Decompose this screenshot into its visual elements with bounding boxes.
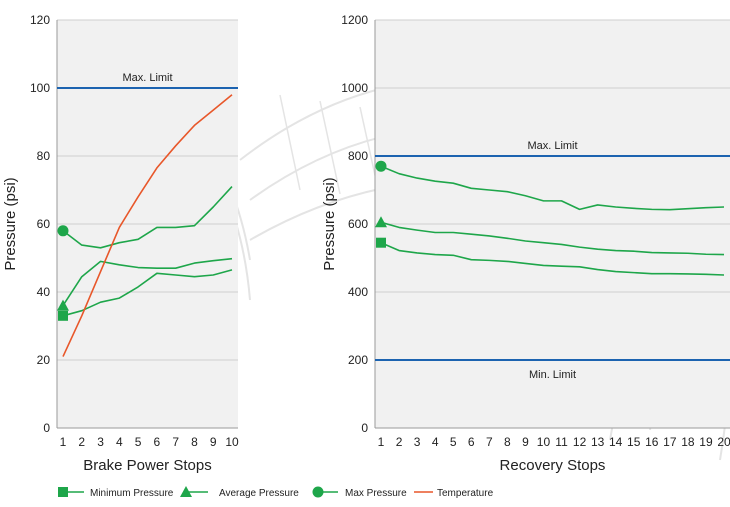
series-line-avg xyxy=(380,221,725,256)
chart-brake-power-stops: 0 20 40 60 80 100 120 1 2 3 4 5 6 7 8 9 10 Brake Power St… xyxy=(2,13,239,474)
legend-item-avg: Average Pressure xyxy=(180,486,299,499)
x-tick-label: 18 xyxy=(681,435,695,449)
x-tick-label: 3 xyxy=(414,435,421,449)
x-tick-label: 4 xyxy=(116,435,123,449)
limit-label-1: Min. Limit xyxy=(529,369,576,381)
legend-max-label: Max Pressure xyxy=(345,488,407,499)
x-tick-label: 15 xyxy=(627,435,641,449)
x-tick-label: 1 xyxy=(60,435,67,449)
y-tick-label: 600 xyxy=(348,217,368,231)
x-tick-label: 2 xyxy=(396,435,403,449)
y-tick-label: 200 xyxy=(348,353,368,367)
y-tick-label: 1000 xyxy=(341,81,368,95)
y-axis-title: Pressure (psi) xyxy=(321,177,338,270)
x-tick-label: 2 xyxy=(78,435,85,449)
y-tick-label: 40 xyxy=(37,285,51,299)
x-tick-label: 5 xyxy=(450,435,457,449)
legend-avg-marker xyxy=(180,486,192,497)
series-line-max xyxy=(62,186,233,249)
y-axis-title: Pressure (psi) xyxy=(2,177,19,270)
legend-min-marker xyxy=(58,487,68,497)
x-axis-title: Recovery Stops xyxy=(500,457,606,474)
x-tick-label: 16 xyxy=(645,435,659,449)
y-tick-label: 400 xyxy=(348,285,368,299)
x-tick-label: 19 xyxy=(699,435,713,449)
y-tick-label: 20 xyxy=(37,353,51,367)
x-tick-label: 13 xyxy=(591,435,605,449)
y-tick-label: 100 xyxy=(30,81,50,95)
x-tick-label: 7 xyxy=(486,435,493,449)
x-tick-label: 10 xyxy=(537,435,551,449)
y-tick-label: 800 xyxy=(348,149,368,163)
x-tick-label: 9 xyxy=(522,435,529,449)
series-marker-max xyxy=(57,225,69,237)
y-tick-label: 0 xyxy=(361,421,368,435)
limit-label-0: Max. Limit xyxy=(122,72,172,84)
limit-label-0: Max. Limit xyxy=(527,140,577,152)
x-tick-label: 9 xyxy=(210,435,217,449)
y-tick-label: 1200 xyxy=(341,13,368,27)
series-line-temp xyxy=(62,94,233,357)
legend-item-min: Minimum Pressure xyxy=(58,487,174,499)
series-marker-min xyxy=(58,310,68,321)
x-tick-label: 12 xyxy=(573,435,587,449)
legend-temp-label: Temperature xyxy=(437,488,494,499)
series-line-min xyxy=(62,269,233,317)
y-tick-label: 60 xyxy=(37,217,51,231)
x-tick-label: 6 xyxy=(154,435,161,449)
series-line-max xyxy=(380,165,725,211)
x-tick-label: 8 xyxy=(191,435,198,449)
series-marker-avg xyxy=(375,216,387,228)
x-tick-label: 10 xyxy=(225,435,239,449)
x-tick-label: 17 xyxy=(663,435,677,449)
x-axis-title: Brake Power Stops xyxy=(83,457,211,474)
legend-max-marker xyxy=(312,486,324,498)
series-marker-max xyxy=(375,160,387,172)
legend-avg-label: Average Pressure xyxy=(219,488,299,499)
x-tick-label: 5 xyxy=(135,435,142,449)
x-tick-label: 20 xyxy=(717,435,730,449)
backdrop-strut-1 xyxy=(279,94,301,191)
x-tick-label: 14 xyxy=(609,435,623,449)
x-tick-label: 7 xyxy=(172,435,179,449)
legend-min-label: Minimum Pressure xyxy=(90,488,174,499)
x-tick-label: 4 xyxy=(432,435,439,449)
y-tick-label: 120 xyxy=(30,13,50,27)
series-line-min xyxy=(380,241,725,276)
backdrop-strut-2 xyxy=(319,100,341,195)
x-tick-label: 6 xyxy=(468,435,475,449)
y-tick-label: 0 xyxy=(43,421,50,435)
legend-item-max: Max Pressure xyxy=(312,486,407,499)
x-tick-label: 1 xyxy=(378,435,385,449)
y-tick-label: 80 xyxy=(37,149,51,163)
legend: Minimum Pressure Average Pressure Max Pr… xyxy=(58,486,494,499)
x-tick-label: 3 xyxy=(97,435,104,449)
series-marker-min xyxy=(376,237,386,248)
x-tick-label: 8 xyxy=(504,435,511,449)
x-tick-label: 11 xyxy=(555,435,568,449)
legend-item-temp: Temperature xyxy=(414,488,494,499)
series-line-avg xyxy=(62,257,233,307)
series-marker-avg xyxy=(57,299,69,311)
